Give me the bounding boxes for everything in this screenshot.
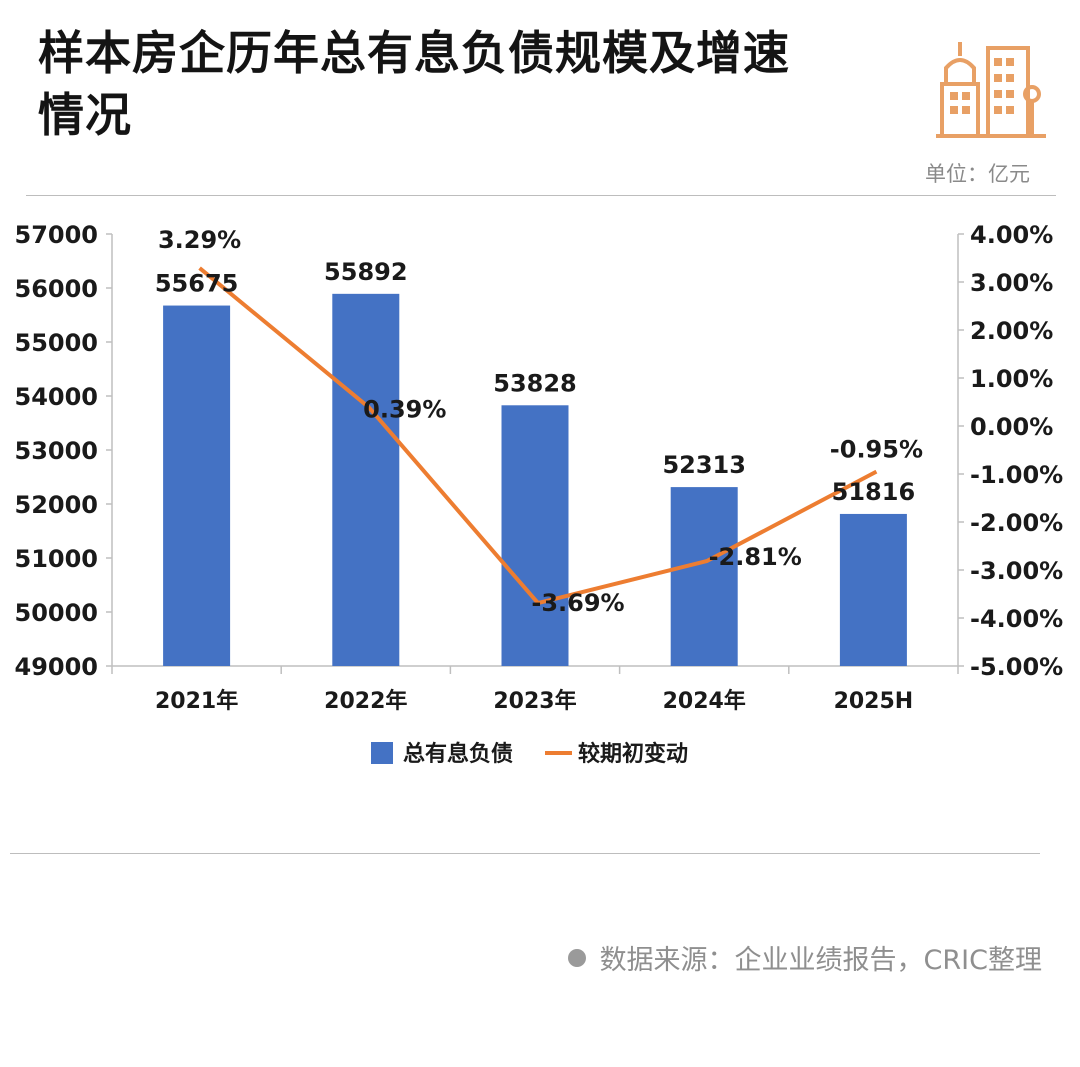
bar bbox=[839, 513, 907, 666]
right-tick-label: -5.00% bbox=[970, 653, 1063, 681]
bar bbox=[163, 305, 231, 666]
right-tick-label: 0.00% bbox=[970, 413, 1053, 441]
right-tick-label: 1.00% bbox=[970, 365, 1053, 393]
right-tick-label: -3.00% bbox=[970, 557, 1063, 585]
right-tick-label: -1.00% bbox=[970, 461, 1063, 489]
bar-data-label: 53828 bbox=[493, 369, 577, 397]
bar bbox=[501, 405, 569, 666]
left-tick-label: 51000 bbox=[15, 545, 99, 573]
building-icon bbox=[936, 42, 1046, 138]
line-data-label: 0.39% bbox=[363, 395, 446, 423]
x-tick-label: 2024年 bbox=[663, 688, 746, 714]
source-note: 数据来源：企业业绩报告，CRIC整理 bbox=[567, 938, 1042, 977]
line-data-label: -2.81% bbox=[709, 543, 802, 571]
x-tick-label: 2025H bbox=[834, 689, 914, 714]
x-tick-label: 2022年 bbox=[324, 688, 407, 714]
left-tick-label: 54000 bbox=[15, 383, 99, 411]
x-tick-label: 2021年 bbox=[155, 688, 238, 714]
bar-data-label: 55675 bbox=[155, 270, 239, 298]
bar-data-label: 55892 bbox=[324, 258, 408, 286]
right-tick-label: -2.00% bbox=[970, 509, 1063, 537]
left-tick-label: 49000 bbox=[15, 653, 99, 681]
chart-title: 样本房企历年总有息负债规模及增速情况 bbox=[38, 26, 790, 142]
right-tick-label: 4.00% bbox=[970, 221, 1053, 249]
right-tick-label: 2.00% bbox=[970, 317, 1053, 345]
source-text: 数据来源：企业业绩报告，CRIC整理 bbox=[599, 945, 1042, 976]
left-tick-label: 56000 bbox=[15, 275, 99, 303]
bottom-divider bbox=[10, 853, 1040, 854]
unit-label: 单位：亿元 bbox=[925, 162, 1030, 186]
bar bbox=[332, 293, 400, 666]
line-data-label: -3.69% bbox=[531, 589, 624, 617]
bar bbox=[670, 487, 738, 666]
top-divider bbox=[26, 195, 1056, 196]
legend-bar-label: 总有息负债 bbox=[403, 741, 513, 767]
left-tick-label: 57000 bbox=[15, 221, 99, 249]
left-tick-label: 53000 bbox=[15, 437, 99, 465]
right-tick-label: -4.00% bbox=[970, 605, 1063, 633]
left-tick-label: 50000 bbox=[15, 599, 99, 627]
left-tick-label: 52000 bbox=[15, 491, 99, 519]
right-tick-label: 3.00% bbox=[970, 269, 1053, 297]
bar-data-label: 52313 bbox=[662, 451, 746, 479]
bar-data-label: 51816 bbox=[832, 478, 916, 506]
bullet-dot-icon bbox=[567, 948, 586, 967]
line-data-label: -0.95% bbox=[830, 436, 923, 464]
left-tick-label: 55000 bbox=[15, 329, 99, 357]
legend-line-label: 较期初变动 bbox=[578, 741, 688, 767]
line-data-label: 3.29% bbox=[158, 226, 241, 254]
x-tick-label: 2023年 bbox=[493, 688, 576, 714]
legend-bar-swatch bbox=[371, 742, 393, 764]
